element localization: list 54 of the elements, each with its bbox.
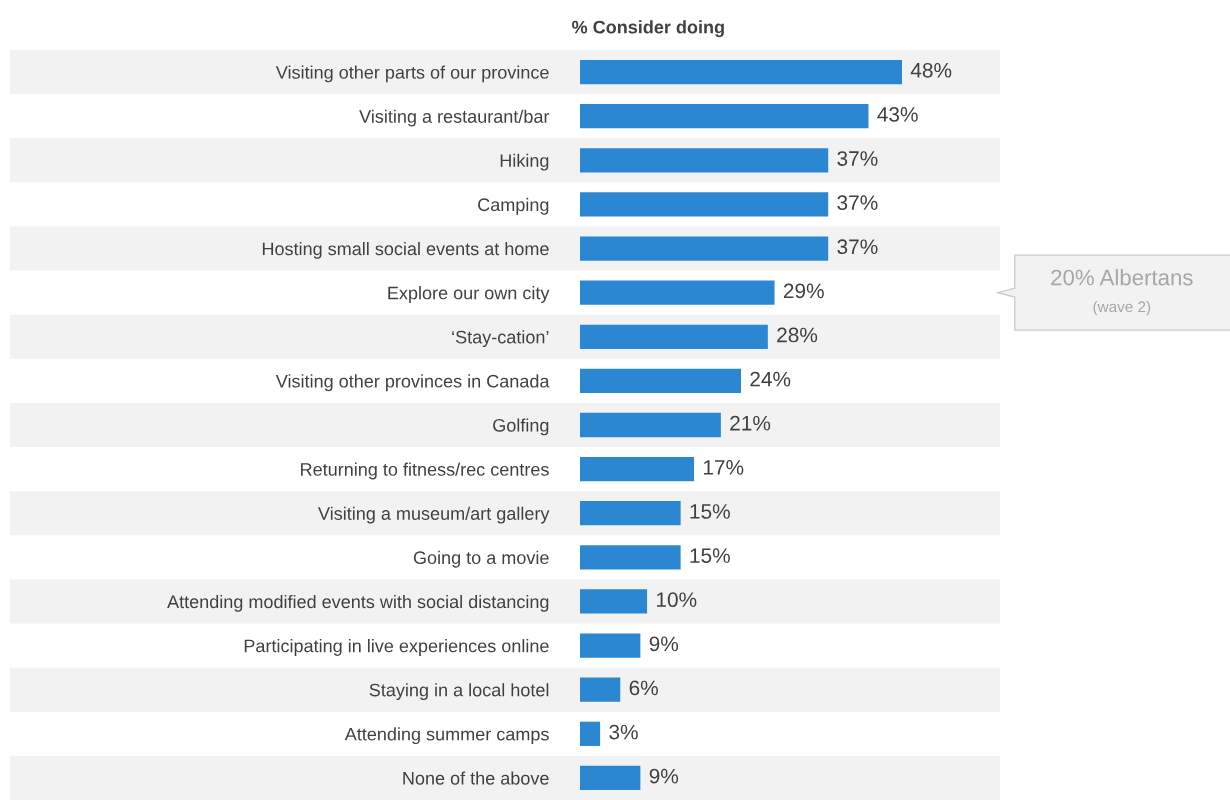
- data-label: 43%: [877, 107, 918, 122]
- y-tick-label: Camping: [478, 197, 549, 215]
- bar: [580, 368, 741, 394]
- bar: [580, 545, 681, 570]
- y-tick-label: Visiting other parts of our province: [275, 65, 549, 83]
- bar: [580, 59, 902, 85]
- bar: [580, 412, 721, 438]
- y-tick-label: None of the above: [403, 771, 549, 785]
- bar: [580, 192, 829, 217]
- bar: [580, 589, 648, 614]
- bar: [580, 677, 621, 702]
- text: (wave 2): [1093, 300, 1151, 316]
- y-tick-label: ‘Stay-cation’: [452, 330, 549, 348]
- y-tick-label: Going to a movie: [413, 550, 549, 568]
- data-label: 48%: [910, 62, 952, 78]
- bar: [580, 324, 768, 349]
- bar: [580, 721, 601, 746]
- data-label: 15%: [690, 504, 730, 519]
- bar: [580, 456, 695, 482]
- y-tick-label: Participating in live experiences online: [244, 639, 549, 656]
- y-tick-label: Visiting other provinces in Canada: [275, 374, 550, 392]
- y-tick-label: Hosting small social events at home: [262, 241, 549, 259]
- y-tick-label: Visiting a museum/art gallery: [318, 506, 550, 524]
- data-label: 21%: [730, 415, 771, 431]
- bar: [580, 236, 829, 261]
- y-tick-label: Golfing: [493, 418, 549, 436]
- y-tick-label: Explore our own city: [388, 286, 550, 303]
- data-label: 37%: [837, 239, 878, 255]
- data-label: 29%: [783, 283, 824, 299]
- data-label: 24%: [750, 371, 791, 387]
- data-label: 37%: [837, 195, 878, 210]
- text: 20% Albertans: [1051, 269, 1193, 286]
- bar: [580, 501, 681, 526]
- bar: [580, 280, 775, 305]
- bar: [580, 104, 869, 129]
- bar: [580, 148, 829, 173]
- data-label: 6%: [629, 680, 658, 696]
- y-tick-label: Staying in a local hotel: [369, 683, 549, 700]
- data-label: 28%: [777, 327, 818, 343]
- data-label: 10%: [657, 592, 697, 608]
- bar: [580, 765, 641, 791]
- y-tick-label: Attending modified events with social distancing: [167, 594, 549, 612]
- bar: [580, 633, 641, 658]
- data-label: 37%: [837, 151, 878, 166]
- data-label: 9%: [649, 768, 679, 784]
- data-label: 3%: [609, 724, 638, 740]
- data-label: 9%: [649, 636, 679, 652]
- y-tick-label: Attending summer camps: [344, 727, 549, 745]
- data-label: 17%: [703, 460, 744, 475]
- y-tick-label: Hiking: [500, 153, 549, 171]
- y-tick-label: Visiting a restaurant/bar: [359, 109, 550, 127]
- chart-title: % Consider doing: [572, 20, 724, 38]
- y-tick-label: Returning to fitness/rec centres: [301, 462, 549, 480]
- data-label: 15%: [690, 548, 730, 563]
